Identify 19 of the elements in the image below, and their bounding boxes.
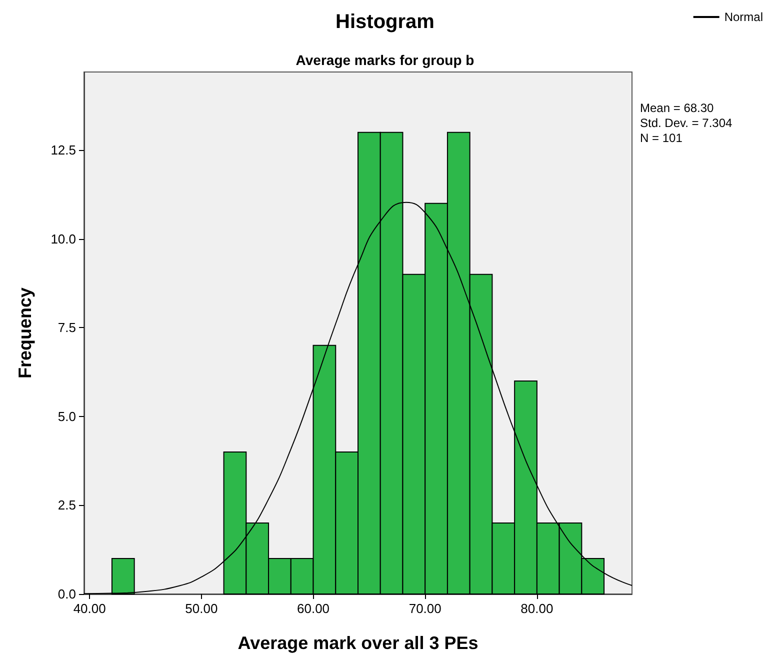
- y-tick-label: 0.0: [58, 586, 76, 602]
- text: Std. Dev. = 7.304: [640, 116, 732, 130]
- x-tick-label: 60.00: [296, 601, 330, 616]
- x-tick-label: 80.00: [520, 601, 554, 616]
- y-tick-label: 5.0: [58, 408, 76, 424]
- x-tick-label: 40.00: [73, 601, 106, 616]
- x-tick-label: 70.00: [408, 601, 442, 616]
- text: N = 101: [640, 131, 683, 145]
- y-tick-label: 2.5: [58, 498, 76, 513]
- chart-subtitle: Average marks for group b: [296, 52, 474, 68]
- y-axis-title: Frequency: [15, 287, 35, 379]
- x-tick-label: 50.00: [185, 601, 218, 616]
- legend-label: Normal: [724, 10, 763, 24]
- y-tick-label: 12.5: [50, 142, 76, 158]
- text: Mean = 68.30: [640, 101, 714, 115]
- y-tick-label: 10.0: [50, 231, 76, 246]
- chart-title: Histogram: [336, 11, 434, 33]
- y-tick-label: 7.5: [58, 320, 76, 336]
- x-axis-title: Average mark over all 3 PEs: [238, 633, 478, 653]
